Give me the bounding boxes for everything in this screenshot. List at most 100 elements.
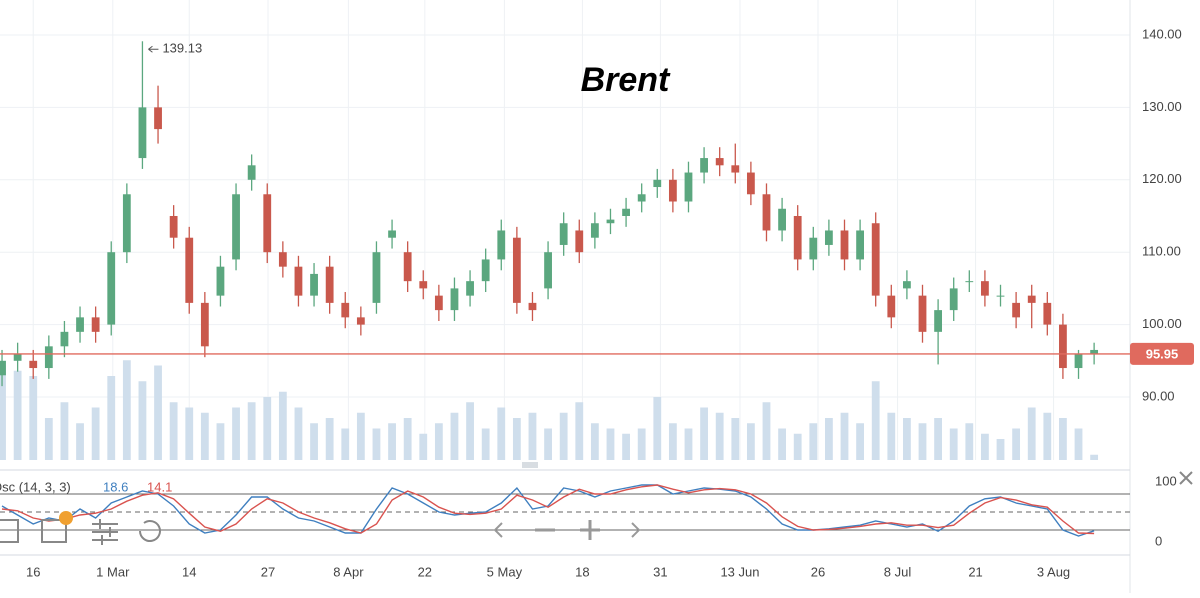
volume-bar [700, 407, 708, 460]
candle-body [263, 194, 272, 253]
candle-body [824, 230, 833, 245]
y-tick-label: 100.00 [1142, 316, 1182, 331]
x-tick-label: 22 [418, 564, 432, 579]
volume-bar [918, 423, 927, 460]
candle-body [497, 230, 506, 260]
tool-icon[interactable] [139, 520, 161, 542]
volume-bar [965, 423, 974, 460]
nav-right[interactable] [631, 522, 641, 538]
candle-body [871, 223, 880, 296]
x-tick-label: 26 [811, 564, 825, 579]
volume-bar [981, 433, 989, 460]
volume-bar [497, 407, 506, 460]
volume-bar [169, 402, 178, 460]
candle-body [606, 219, 615, 224]
volume-bar [450, 412, 459, 460]
volume-bar [13, 370, 22, 460]
y-tick-label: 120.00 [1142, 171, 1182, 186]
volume-bar [29, 376, 38, 460]
candle-body [949, 288, 958, 311]
candle-body [809, 237, 818, 260]
volume-bar [824, 418, 833, 460]
candle-body [903, 281, 911, 289]
candle-body [341, 302, 350, 318]
volume-bar [76, 423, 84, 460]
candle-body [622, 208, 630, 216]
candle-body [247, 165, 256, 180]
volume-bar [653, 397, 662, 460]
candle-body [637, 194, 646, 202]
volume-bar [731, 418, 740, 460]
osc-value: 18.6 [103, 479, 128, 494]
volume-bar [138, 381, 147, 460]
tool-icon[interactable] [92, 519, 118, 545]
candle-body [122, 194, 131, 253]
volume-bar [856, 423, 864, 460]
volume-bar [278, 391, 287, 460]
volume-bar [325, 418, 334, 460]
toolbar [0, 471, 1193, 545]
candle-body [200, 302, 209, 347]
osc-tick-label: 0 [1155, 533, 1162, 548]
pane-resize-handle[interactable] [522, 462, 538, 468]
x-tick-label: 8 Jul [884, 564, 912, 579]
volume-bar [559, 412, 568, 460]
close-pane[interactable] [1179, 471, 1193, 485]
x-tick-label: 1 Mar [96, 564, 130, 579]
candle-body [294, 266, 303, 296]
volume-bar [232, 407, 240, 460]
oscillator-layer [0, 484, 1130, 537]
candle-body [856, 230, 864, 260]
zoom-in[interactable] [580, 520, 600, 540]
candle-body [746, 172, 755, 195]
candle-body [996, 295, 1005, 297]
candle-body [60, 331, 69, 347]
volume-bar [684, 428, 693, 460]
volume-bar [590, 423, 599, 460]
candle-body [169, 215, 178, 238]
candle-body [653, 179, 662, 188]
badge [59, 511, 73, 525]
tool-icon[interactable] [0, 519, 19, 543]
volume-bar [341, 428, 350, 460]
y-tick-label: 110.00 [1142, 244, 1181, 259]
y-tick-label: 130.00 [1142, 99, 1182, 114]
x-tick-label: 13 Jun [720, 564, 759, 579]
x-tick-label: 31 [653, 564, 667, 579]
candle-body [434, 295, 443, 311]
volume-bar [637, 428, 646, 460]
candle-body [356, 317, 365, 325]
volume-bar [793, 433, 802, 460]
candle-body [310, 273, 318, 296]
tool-icon[interactable] [41, 519, 67, 543]
x-tick-label: 3 Aug [1037, 564, 1070, 579]
annotation: 139.13 [162, 41, 202, 56]
volume-bar [107, 376, 116, 460]
volume-bar [606, 428, 615, 460]
x-tick-label: 16 [26, 564, 40, 579]
candle-body [1043, 302, 1052, 325]
candle-body [793, 215, 802, 260]
volume-bar [1043, 412, 1052, 460]
candle-body [700, 158, 708, 173]
volume-bar [91, 407, 100, 460]
x-tick-label: 8 Apr [333, 564, 364, 579]
y-tick-label: 140.00 [1142, 26, 1182, 41]
volume-bar [1027, 407, 1036, 460]
volume-bar [668, 423, 677, 460]
candle-body [762, 194, 771, 231]
volume-bar [294, 407, 303, 460]
volume-bar [996, 439, 1005, 460]
volume-bar [544, 428, 552, 460]
volume-bar [1012, 428, 1021, 460]
volume-bar [840, 412, 849, 460]
nav-left[interactable] [493, 522, 503, 538]
candle-body [76, 317, 84, 332]
volume-bar [356, 412, 365, 460]
volume-bar [1059, 418, 1067, 460]
volume-bar [403, 418, 412, 460]
volume-bar [122, 360, 131, 460]
volume-bar [903, 418, 911, 460]
candle-body [450, 288, 459, 311]
candle-body [590, 223, 599, 238]
